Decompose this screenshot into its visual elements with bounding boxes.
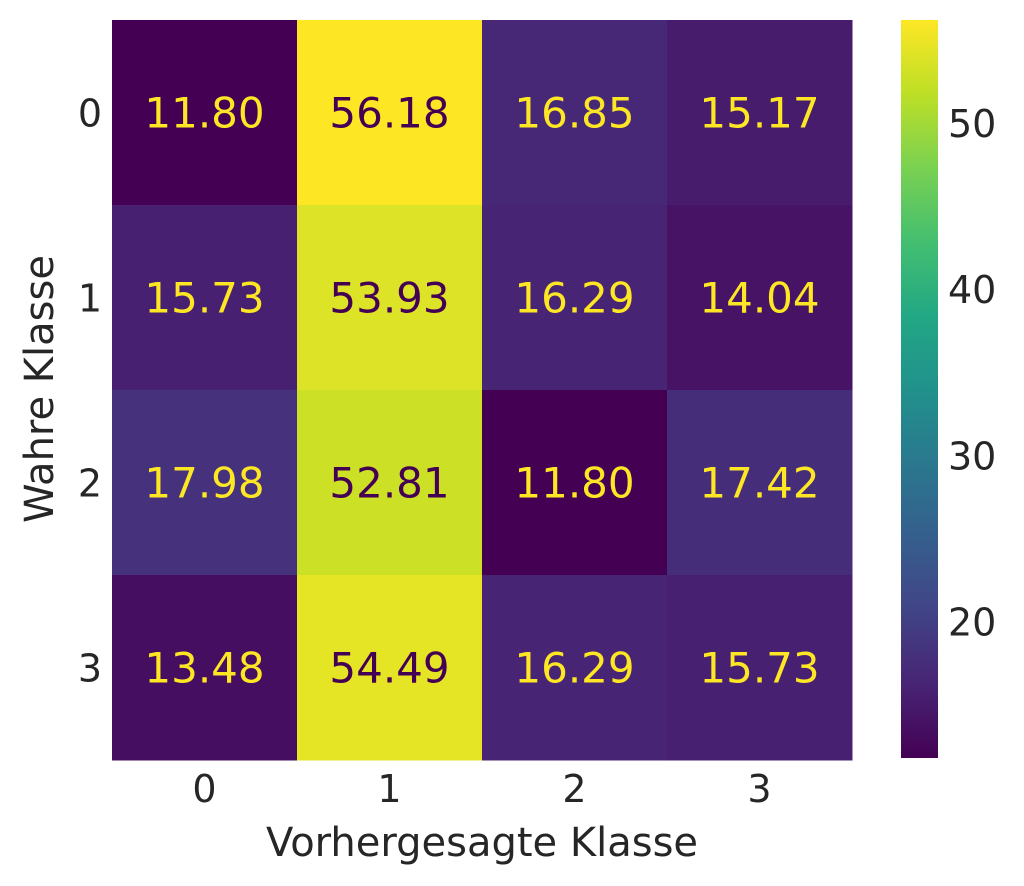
heatmap-cell-2-3 [667, 390, 853, 576]
y-tick-label-3: 3 [78, 647, 102, 691]
colorbar-tick-label-50: 50 [948, 102, 996, 146]
heatmap-value-label-2-1: 52.81 [329, 459, 449, 508]
heatmap-value-label-3-1: 54.49 [329, 644, 449, 693]
heatmap-cell-3-3 [667, 575, 853, 761]
heatmap-cell-0-3 [667, 20, 853, 206]
y-tick-label-1: 1 [78, 277, 102, 321]
heatmap-value-label-1-3: 14.04 [699, 274, 819, 323]
colorbar: 20 30 40 50 [901, 20, 996, 758]
heatmap-cell-0-1 [297, 20, 483, 206]
heatmap-value-label-3-3: 15.73 [699, 644, 819, 693]
heatmap-value-label-2-2: 11.80 [514, 459, 634, 508]
heatmap-value-label-3-0: 13.48 [144, 644, 264, 693]
heatmap-value-label-0-0: 11.80 [144, 89, 264, 138]
x-tick-label-3: 3 [747, 767, 771, 811]
y-tick-label-2: 2 [78, 462, 102, 506]
colorbar-tick-label-40: 40 [948, 268, 996, 312]
heatmap-value-labels: 11.80 56.18 16.85 15.17 15.73 53.93 16.29 14.04… [144, 89, 819, 693]
heatmap-value-label-3-2: 16.29 [514, 644, 634, 693]
heatmap-value-label-1-2: 16.29 [514, 274, 634, 323]
heatmap-value-label-0-1: 56.18 [329, 89, 449, 138]
heatmap-value-label-1-0: 15.73 [144, 274, 264, 323]
heatmap-cell-3-2 [482, 575, 668, 761]
heatmap-value-label-2-0: 17.98 [144, 459, 264, 508]
heatmap-cell-2-0 [112, 390, 298, 576]
heatmap-cell-1-2 [482, 205, 668, 391]
colorbar-tick-label-20: 20 [948, 601, 996, 645]
heatmap-value-label-1-1: 53.93 [329, 274, 449, 323]
colorbar-tick-label-30: 30 [948, 434, 996, 478]
heatmap-cell-1-3 [667, 205, 853, 391]
colorbar-ticks: 20 30 40 50 [948, 102, 996, 645]
heatmap-cell-1-0 [112, 205, 298, 391]
heatmap-value-label-0-2: 16.85 [514, 89, 634, 138]
heatmap-value-label-0-3: 15.17 [699, 89, 819, 138]
heatmap-cell-2-2 [482, 390, 668, 576]
x-axis-label: Vorhergesagte Klasse [266, 820, 698, 866]
heatmap-cell-1-1 [297, 205, 483, 391]
x-tick-label-1: 1 [377, 767, 401, 811]
heatmap-cell-2-1 [297, 390, 483, 576]
heatmap-cell-3-1 [297, 575, 483, 761]
y-axis-ticks: 0 1 2 3 [78, 92, 102, 691]
heatmap-value-label-2-3: 17.42 [699, 459, 819, 508]
x-tick-label-2: 2 [562, 767, 586, 811]
y-axis-label: Wahre Klasse [17, 255, 63, 523]
x-axis-ticks: 0 1 2 3 [192, 767, 771, 811]
heatmap-cell-0-2 [482, 20, 668, 206]
colorbar-gradient [901, 20, 938, 758]
heatmap-cell-3-0 [112, 575, 298, 761]
y-tick-label-0: 0 [78, 92, 102, 136]
heatmap-cell-0-0 [112, 20, 298, 206]
x-tick-label-0: 0 [192, 767, 216, 811]
heatmap-cells [112, 20, 853, 761]
